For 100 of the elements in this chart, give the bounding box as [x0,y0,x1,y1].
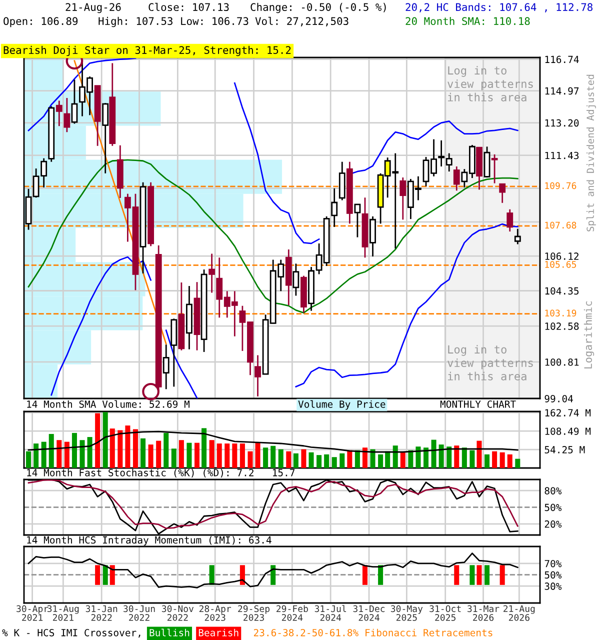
x-tick-label: 29-Sep 2023 [238,605,270,621]
bar [140,438,146,468]
bar [278,449,284,468]
bar [72,432,77,468]
bar [34,443,39,468]
bar [224,443,230,468]
annotation: Log in to view patterns in this area [448,66,533,102]
bar [125,425,130,468]
x-tick-label: 21-Aug 2026 [504,605,535,621]
bar [470,450,475,468]
bar [301,449,306,468]
line-series [28,430,518,453]
bar [102,412,108,468]
bar [216,443,222,468]
text: Bullish [150,628,190,636]
x-tick-label: 31-Dec 2024 [353,605,385,621]
text: 20,2 HC Bands: 107.64 , 112.78 [406,2,592,12]
bar [507,454,512,468]
x-tick-label: 31-Jul 2024 [314,605,346,621]
y-tick-label: 70% [544,560,562,568]
line-series [28,159,518,314]
bar [308,452,314,468]
y-tick-label: 102.58 [545,322,579,330]
bar [186,442,192,468]
bar [423,448,429,468]
x-tick-label: 28-Apr 2023 [199,605,232,621]
y-axis-title: Split and Dividend Adjusted [586,74,596,232]
bar [164,432,169,468]
bar [462,448,467,468]
text: Bearish Doji Star on 31-Mar-25, Strength: 15.2 [4,46,291,56]
bar [148,444,154,468]
bar [370,449,376,468]
text: Bearish [198,628,238,636]
bar [95,413,100,468]
y-tick-label: 20% [544,520,562,528]
bar [484,454,490,468]
chart-title: 14 Month Fast Stochastic (%K) (%D): 7.2 15.7 [27,468,295,478]
y-tick-label: 113.20 [545,119,579,127]
text: MONTHLY CHART [440,400,516,408]
text: High: 107.53 [98,16,172,28]
candlestick [491,154,498,184]
candlestick [71,78,78,124]
bar [392,446,398,468]
bar [362,448,368,468]
bar [332,457,337,468]
bar [240,443,245,468]
bar [431,440,436,468]
text: Change: -0.50 (-0.5 %) [250,2,386,14]
bar [500,452,505,468]
bar [293,453,298,468]
text: 20 Month SMA: 110.18 [406,16,530,26]
candlestick [506,208,514,232]
ref-line-label: 109.76 [545,182,576,190]
bar [41,442,46,468]
y-tick-label: 99.04 [544,395,573,402]
bar [340,453,345,468]
y-tick-label: 111.43 [545,152,579,160]
x-tick-label: 31-Mar 2026 [468,605,500,621]
bar [454,446,460,468]
bar [446,446,452,468]
bar [171,448,176,468]
bar [132,429,138,468]
candlestick [254,354,261,398]
x-tick-label: 30-Nov 2022 [162,605,194,621]
candlestick [499,183,506,204]
text: Open: 106.89 [4,17,78,28]
y-tick-label: 162.74 M [545,409,591,416]
y-tick-label: 100.81 [545,358,579,366]
candlestick [370,216,376,258]
text: Volume By Price [298,400,386,410]
y-tick-label: 54.25 M [544,446,585,454]
bar [64,442,70,468]
bar [178,440,184,468]
y-tick-label: 108.49 M [545,428,591,435]
bar [118,430,123,468]
bar [492,451,498,468]
candlestick [331,188,338,228]
bar [270,446,276,468]
bar [286,451,292,468]
bar [378,454,384,468]
candlestick [400,176,406,220]
candlestick [56,100,62,127]
text: Close: 107.13 [148,2,229,12]
bar [263,448,268,468]
ref-line-label: 105.65 [545,261,576,268]
x-tick-label: 30-Jun 2022 [124,605,155,621]
candlestick [292,262,300,296]
candlestick [446,152,452,172]
legend-title: % K - HCS IMI Crossover, [2,628,140,638]
bar [110,428,115,468]
text: 23.6-38.2-50-61.8% Fibonacci Retracements [254,628,492,636]
y-tick-label: 116.74 [545,56,579,64]
candlestick [438,140,445,168]
line-series [28,552,518,588]
y-tick-label: 114.97 [545,87,579,95]
candlestick [354,204,361,238]
bar [80,440,85,468]
x-tick-label: 31-Jan 2022 [86,605,118,621]
chart-title: 14 Month SMA Volume: 52.69 M [27,400,190,408]
x-tick-label: 31-Aug 2021 [47,605,79,621]
